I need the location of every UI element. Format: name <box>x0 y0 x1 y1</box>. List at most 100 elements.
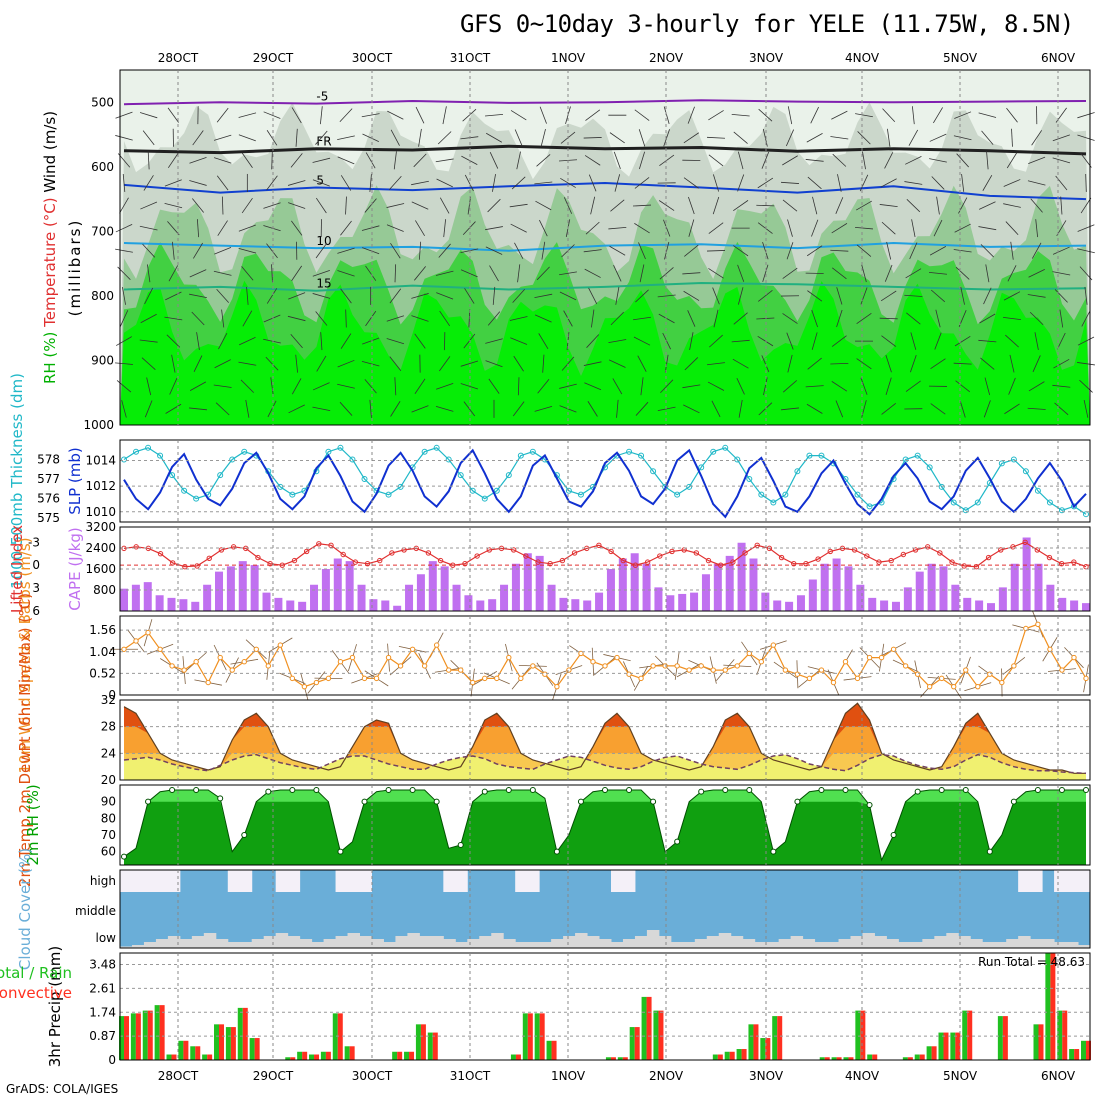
li-point <box>364 560 371 567</box>
wind10m-point <box>458 667 464 673</box>
wind10m-point <box>229 667 235 673</box>
wind-barb <box>414 266 426 281</box>
li-point <box>535 559 541 565</box>
wind-barb <box>291 220 303 236</box>
cloud-low-cell <box>455 942 468 948</box>
cloud-low-cell <box>694 939 708 948</box>
wind-barb <box>953 135 972 141</box>
thickness-point <box>686 483 693 490</box>
cape-bar <box>476 600 485 611</box>
li-point <box>912 547 919 553</box>
cloud-row-label: high <box>90 874 116 888</box>
li-point <box>766 545 773 552</box>
date-label-bottom: 5NOV <box>943 1069 978 1083</box>
cloud-high-cell <box>155 870 169 892</box>
cloud-low-cell <box>503 939 516 948</box>
thickness-point <box>217 472 224 479</box>
wind10m-point <box>963 667 969 673</box>
rh2m-point <box>1034 787 1041 793</box>
pressure-tick-label: 500 <box>91 95 114 109</box>
date-label-top: 2NOV <box>649 51 684 65</box>
cape-bar <box>998 587 1007 611</box>
precip-conv-bar <box>183 1040 189 1060</box>
cape-tick-label: 800 <box>93 583 116 597</box>
wind-barb <box>683 404 700 414</box>
cloud-low-cell <box>1078 945 1091 948</box>
wind-barb <box>517 377 520 396</box>
wind-barb <box>492 286 496 305</box>
precip-conv-bar <box>943 1032 949 1060</box>
precip-total-bar <box>534 1013 540 1060</box>
precip-total-bar <box>1057 1010 1063 1060</box>
cape-bar <box>440 566 449 611</box>
cloud-low-cell <box>263 936 277 948</box>
wind10m-point <box>951 683 957 690</box>
wind-barb <box>337 135 355 141</box>
wind-barb <box>535 200 552 211</box>
precip-conv-bar <box>765 1038 771 1060</box>
wind10m-point <box>854 675 861 682</box>
precip-conv-bar <box>397 1051 403 1060</box>
wind-barb <box>954 335 971 347</box>
li-point <box>1071 559 1077 565</box>
wind-barb <box>315 243 327 259</box>
cape-bar <box>915 571 924 611</box>
wind-barb <box>832 153 847 167</box>
li-point <box>571 550 578 556</box>
wind-barb <box>930 403 946 415</box>
wind-barb <box>1006 107 1018 123</box>
cloud-low-cell <box>718 933 732 948</box>
date-label-bottom: 3NOV <box>749 1069 784 1083</box>
wind10m-tick-label: 1.04 <box>89 645 116 659</box>
wind-barb <box>510 110 527 121</box>
cape-bar <box>986 603 995 611</box>
cloud-low-cell <box>563 936 576 948</box>
wind-barb <box>287 180 306 186</box>
thickness-point <box>445 456 452 463</box>
wind10m-point <box>674 663 680 669</box>
date-label-top: 29OCT <box>253 51 294 65</box>
wind-barb <box>857 131 871 145</box>
wind10m-point <box>987 671 993 677</box>
wind-barb <box>930 358 946 370</box>
li-point <box>425 550 432 556</box>
wind-barb <box>933 219 943 237</box>
wind10m-tick-label: 0.52 <box>89 666 116 680</box>
wind-barb <box>608 339 627 344</box>
li-point <box>961 563 967 569</box>
wind-barb <box>1005 334 1019 348</box>
cloud-high-cell <box>622 870 636 892</box>
precip-conv-bar <box>1086 1040 1091 1060</box>
wind-barb <box>213 134 232 141</box>
li-cape-panel <box>119 526 1091 612</box>
wind-barb <box>879 204 898 208</box>
wind-barb <box>806 133 823 143</box>
li-point <box>291 557 298 564</box>
precip-total-bar <box>546 1040 552 1060</box>
wind-barb <box>737 264 745 282</box>
wind10m-point <box>518 675 524 682</box>
wind-barb <box>954 223 971 233</box>
precip-total-bar <box>178 1040 184 1060</box>
wind-barb <box>609 359 626 368</box>
wind-barb <box>390 129 400 146</box>
wind-barb <box>1031 242 1042 259</box>
rh2m-point <box>986 848 993 855</box>
wind-barb <box>635 401 649 416</box>
dewpoint-line <box>123 753 1087 775</box>
precip-total-bar <box>962 1010 968 1060</box>
precip-total-bar <box>736 1049 742 1060</box>
cape-bar <box>690 592 699 611</box>
wind-barb <box>288 292 306 300</box>
thickness-point <box>457 472 464 479</box>
wind-barb <box>762 242 769 260</box>
wind-barb <box>460 383 479 390</box>
precip-conv-bar <box>337 1013 343 1060</box>
wind-barb <box>837 174 842 192</box>
wind-barb <box>954 111 972 119</box>
precip-conv-bar <box>242 1007 248 1060</box>
cloud-high-cell <box>610 870 624 892</box>
cape-bar <box>1010 563 1019 611</box>
credit-label: GrADS: COLA/IGES <box>6 1082 119 1096</box>
wind-barb <box>510 337 528 345</box>
